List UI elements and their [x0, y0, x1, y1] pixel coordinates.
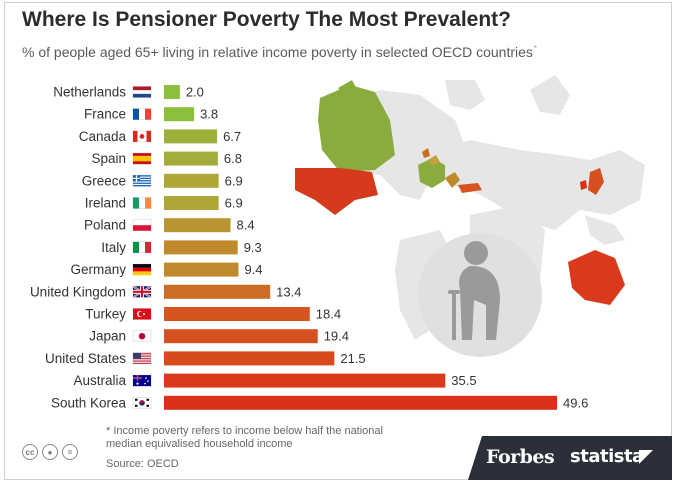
footnote-line-1: * Income poverty refers to income below … [106, 425, 383, 437]
value-label: 8.4 [237, 218, 255, 233]
cc-icon: cc [22, 444, 38, 460]
bar-row-turkey: Turkey 18.4 [85, 307, 341, 322]
bar-row-italy: Italy 9.3 [101, 240, 262, 255]
bar [164, 395, 557, 410]
value-label: 2.0 [186, 85, 204, 100]
bar-row-canada: Canada 6.7 [79, 129, 241, 144]
bar-row-greece: Greece 6.9 [82, 173, 243, 188]
bar-row-australia: Australia 35.5 [73, 373, 476, 388]
flag-icon [132, 130, 152, 143]
license-icons: cc ● = [22, 444, 78, 460]
category-label: Japan [89, 329, 126, 344]
world-map [295, 75, 645, 357]
value-label: 6.7 [223, 129, 241, 144]
bar [164, 329, 318, 344]
forbes-logo: Forbes [486, 446, 555, 468]
bar [164, 129, 218, 144]
flag-icon [132, 352, 152, 365]
bar [164, 196, 219, 210]
category-label: Turkey [85, 307, 126, 322]
bar [164, 307, 310, 321]
no-derivatives-icon: = [62, 444, 78, 460]
category-label: Netherlands [53, 85, 126, 100]
bar [164, 351, 335, 366]
bar [164, 151, 218, 166]
flag-icon [132, 197, 152, 209]
value-label: 9.3 [244, 240, 262, 255]
chart-title: Where Is Pensioner Poverty The Most Prev… [22, 8, 511, 31]
category-label: United States [45, 351, 126, 366]
value-label: 3.8 [200, 107, 218, 122]
bar-row-poland: Poland 8.4 [84, 218, 255, 233]
category-label: France [84, 107, 126, 122]
flag-icon [132, 263, 152, 276]
bar [164, 173, 219, 188]
value-label: 13.4 [276, 284, 301, 299]
category-label: Italy [101, 240, 126, 255]
value-label: 21.5 [340, 351, 365, 366]
flag-icon [132, 308, 152, 320]
flag-icon [132, 374, 152, 387]
value-label: 49.6 [563, 395, 588, 410]
source: Source: OECD [106, 458, 179, 470]
flag-icon [132, 108, 152, 120]
category-label: Germany [70, 262, 126, 277]
bar [164, 284, 271, 299]
value-label: 35.5 [451, 373, 476, 388]
bar-row-netherlands: Netherlands 2.0 [53, 85, 204, 100]
subtitle-text: % of people aged 65+ living in relative … [22, 44, 533, 60]
flag-icon [132, 285, 152, 299]
bar [164, 85, 180, 99]
bars-layer: Netherlands 2.0 France 3.8 Canada 6.7 Spain 6.8… [30, 85, 588, 411]
value-label: 18.4 [316, 307, 341, 322]
bar-row-united-states: United States 21.5 [45, 351, 366, 366]
flag-icon [132, 219, 152, 231]
bar [164, 218, 231, 233]
category-label: Poland [84, 218, 126, 233]
bar-row-united-kingdom: United Kingdom 13.4 [30, 284, 302, 299]
category-label: Ireland [85, 196, 126, 211]
flag-icon [132, 397, 152, 409]
chart-subtitle: % of people aged 65+ living in relative … [22, 44, 537, 60]
value-label: 6.9 [225, 173, 243, 188]
category-label: United Kingdom [30, 284, 126, 299]
bar-row-south-korea: South Korea 49.6 [51, 395, 588, 410]
elderly-person-icon [448, 241, 500, 340]
bar-row-france: France 3.8 [84, 107, 218, 122]
brand-footer-bar [468, 436, 672, 480]
value-label: 9.4 [244, 262, 262, 277]
bar-row-spain: Spain 6.8 [91, 151, 241, 166]
value-label: 19.4 [324, 329, 349, 344]
bar [164, 240, 238, 255]
flag-icon [132, 152, 152, 165]
bar-row-japan: Japan 19.4 [89, 329, 349, 344]
statista-mark-icon [639, 450, 653, 464]
flag-icon [132, 330, 152, 342]
flag-icon [132, 86, 152, 98]
attribution-icon: ● [42, 444, 58, 460]
bar-row-germany: Germany 9.4 [70, 262, 262, 277]
value-label: 6.8 [224, 151, 242, 166]
bar [164, 262, 239, 277]
subtitle-footnote-marker: * [533, 44, 538, 54]
category-label: Canada [79, 129, 127, 144]
footnote: * Income poverty refers to income below … [106, 425, 383, 451]
footnote-line-2: median equivalised household income [106, 438, 293, 450]
value-label: 6.9 [225, 196, 243, 211]
category-label: South Korea [51, 395, 127, 410]
bar-row-ireland: Ireland 6.9 [85, 196, 243, 211]
bar [164, 373, 446, 388]
flag-icon [132, 175, 152, 187]
flag-icon [132, 241, 152, 254]
bar [164, 107, 195, 122]
category-label: Australia [73, 373, 126, 388]
statista-logo: statista [570, 446, 644, 467]
category-label: Greece [82, 173, 126, 188]
category-label: Spain [91, 151, 126, 166]
